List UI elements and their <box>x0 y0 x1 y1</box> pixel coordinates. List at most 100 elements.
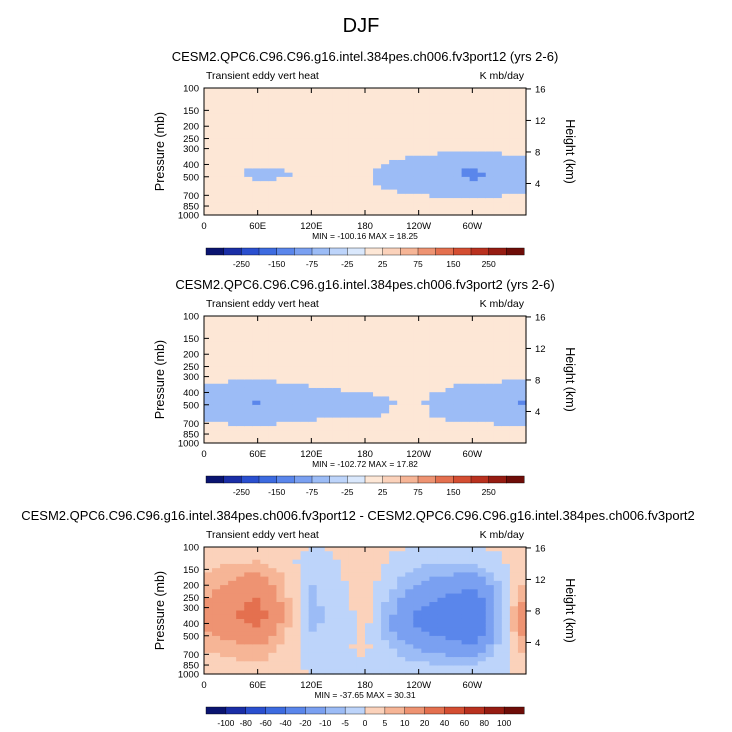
contour-cell <box>340 606 350 612</box>
contour-cell <box>373 96 382 102</box>
contour-cell <box>268 665 278 671</box>
contour-cell <box>405 185 414 191</box>
contour-cell <box>228 669 237 675</box>
contour-cell <box>485 176 495 182</box>
contour-cell <box>469 623 479 629</box>
contour-cell <box>485 665 495 671</box>
contour-cell <box>445 126 455 131</box>
contour-cell <box>308 147 318 153</box>
contour-cell <box>485 652 495 658</box>
contour-cell <box>292 563 302 569</box>
contour-cell <box>324 143 334 148</box>
contour-cell <box>421 413 430 419</box>
contour-cell <box>276 324 286 330</box>
contour-cell <box>228 627 237 633</box>
contour-cell <box>461 176 471 182</box>
contour-cell <box>381 345 390 351</box>
contour-cell <box>397 635 406 641</box>
contour-cell <box>413 392 422 398</box>
contour-cell <box>220 438 229 444</box>
contour-cell <box>381 159 390 165</box>
contour-cell <box>244 328 253 334</box>
contour-cell <box>405 576 414 582</box>
contour-cell <box>493 426 503 431</box>
contour-cell <box>477 430 487 436</box>
x-tick-label: 180 <box>357 680 373 691</box>
contour-cell <box>292 396 302 402</box>
contour-cell <box>356 589 366 595</box>
contour-cell <box>348 434 358 440</box>
contour-cell <box>517 337 527 342</box>
contour-cell <box>461 159 471 165</box>
contour-cell <box>413 176 422 182</box>
contour-cell <box>292 572 302 578</box>
contour-cell <box>348 669 358 675</box>
contour-cell <box>308 354 318 359</box>
contour-cell <box>389 345 398 351</box>
contour-cell <box>501 551 511 557</box>
contour-cell <box>332 631 342 637</box>
contour-cell <box>324 379 334 385</box>
contour-cell <box>308 589 318 595</box>
contour-cell <box>244 555 253 561</box>
contour-cell <box>356 328 366 334</box>
contour-cell <box>324 113 334 119</box>
contour-cell <box>252 400 261 406</box>
contour-cell <box>381 572 390 578</box>
contour-cell <box>268 409 278 414</box>
contour-cell <box>204 383 213 389</box>
contour-cell <box>381 206 390 212</box>
contour-cell <box>485 614 495 620</box>
contour-cell <box>429 151 439 157</box>
x-tick-label: 120W <box>406 680 431 691</box>
contour-cell <box>461 665 471 671</box>
contour-cell <box>501 396 511 402</box>
contour-cell <box>437 151 447 157</box>
contour-cell <box>316 635 326 641</box>
contour-cell <box>445 189 455 195</box>
contour-cell <box>316 661 326 667</box>
contour-cell <box>445 396 455 402</box>
contour-cell <box>477 404 487 410</box>
contour-cell <box>381 155 390 161</box>
contour-cell <box>477 134 487 140</box>
contour-cell <box>284 648 294 654</box>
contour-cell <box>204 559 213 565</box>
contour-cell <box>437 665 447 671</box>
contour-cell <box>300 126 310 131</box>
contour-cell <box>373 640 382 645</box>
contour-cell <box>356 392 366 398</box>
contour-cell <box>276 358 286 364</box>
contour-cell <box>220 354 229 359</box>
contour-cell <box>389 147 398 153</box>
contour-cell <box>445 665 455 671</box>
contour-cell <box>356 417 366 423</box>
contour-cell <box>260 151 269 157</box>
contour-cell <box>397 597 406 603</box>
contour-cell <box>493 198 503 203</box>
contour-cell <box>429 593 439 599</box>
contour-cell <box>252 113 261 119</box>
contour-cell <box>220 134 229 140</box>
contour-cell <box>517 113 527 119</box>
contour-cell <box>340 644 350 650</box>
contour-cell <box>340 589 350 595</box>
contour-cell <box>405 438 414 444</box>
contour-cell <box>389 400 398 406</box>
contour-cell <box>413 627 422 633</box>
contour-cell <box>260 210 269 216</box>
contour-cell <box>300 640 310 645</box>
contour-cell <box>429 104 439 110</box>
contour-cell <box>437 181 447 186</box>
contour-cell <box>517 661 527 667</box>
contour-cell <box>260 563 269 569</box>
contour-cell <box>373 417 382 423</box>
contour-cell <box>381 320 390 326</box>
contour-cell <box>389 551 398 557</box>
contour-cell <box>316 665 326 671</box>
contour-cell <box>260 332 269 338</box>
contour-cell <box>212 417 221 423</box>
contour-cell <box>485 185 495 191</box>
contour-cell <box>316 172 326 178</box>
contour-cell <box>308 130 318 136</box>
